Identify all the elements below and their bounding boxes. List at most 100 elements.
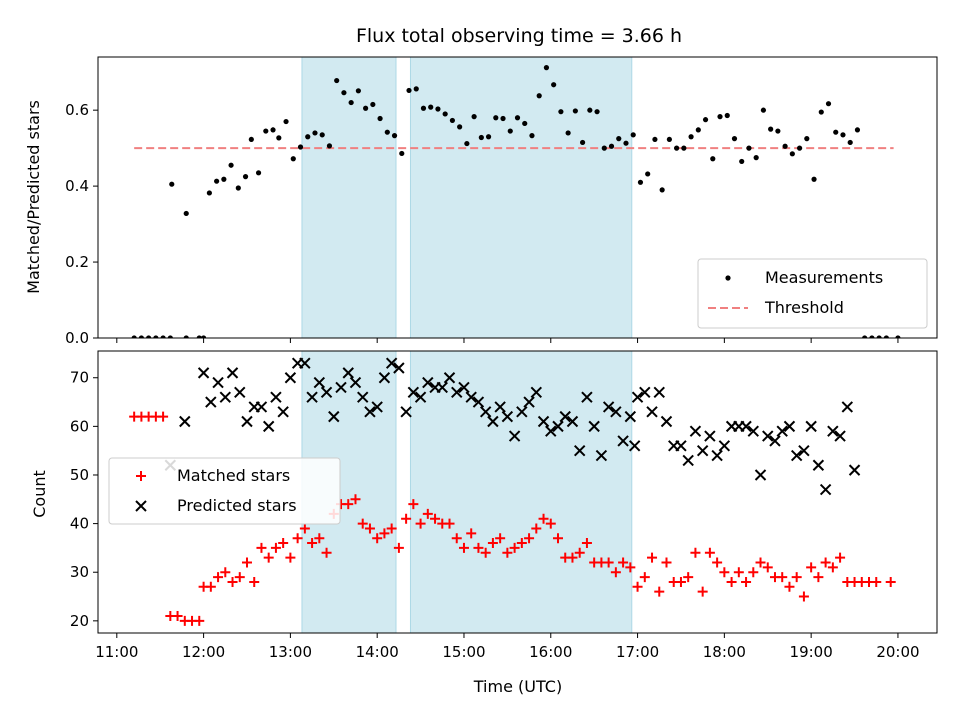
bottom-series-1-point-58 [602,401,615,413]
top-series-0-point-82 [717,114,723,120]
bottom-series-0-point-42 [430,513,441,524]
x-tick-label-6: 17:00 [616,643,659,661]
bottom-series-0-point-50 [487,538,498,549]
bottom-series-0-point-36 [386,523,397,534]
top-series-0-point-58 [543,65,550,71]
top-series-0-point-55 [522,120,528,127]
bottom-series-1-point-72 [696,444,709,457]
top-series-0-point-101 [854,127,861,133]
top-series-0-point-70 [630,132,636,138]
legend-threshold-label: Threshold [764,298,844,317]
top-series-0-point-73 [652,136,658,143]
bottom-series-0-point-93 [798,591,809,602]
top-series-0-point-29 [334,77,340,84]
top-series-0-point-84 [731,136,738,142]
top-y-tick-label-1: 0.2 [65,253,89,271]
top-series-0-point-79 [695,127,701,133]
bottom-series-1-point-23 [349,376,362,389]
top-series-0-point-14 [228,162,234,168]
top-series-0-point-40 [413,86,419,92]
top-series-0-point-21 [276,135,282,141]
bottom-series-1-point-59 [610,406,622,418]
top-series-0-point-64 [587,107,593,113]
top-series-0-point-10 [200,335,207,338]
top-series-0-point-100 [847,139,853,146]
bottom-series-0-point-44 [444,518,455,529]
bottom-series-0-point-52 [502,547,513,558]
top-series-0-point-92 [789,151,795,157]
bottom-series-0-point-15 [234,572,245,583]
bottom-series-0-point-91 [784,581,795,592]
bottom-series-0-point-25 [307,538,318,549]
top-series-0-point-5 [167,335,173,338]
bottom-series-0-point-76 [675,576,686,587]
bottom-series-0-point-31 [350,494,361,505]
bottom-series-0-point-95 [813,572,824,583]
top-series-0-point-15 [235,185,241,191]
bottom-series-1-point-42 [487,415,499,428]
top-series-0-point-67 [608,143,615,149]
bottom-series-1-point-69 [675,440,687,452]
bottom-series-1-point-85 [790,449,803,462]
bottom-series-0-point-49 [480,547,491,558]
bottom-series-0-point-6 [172,610,183,621]
bottom-series-1-point-92 [841,401,854,413]
top-series-0-point-76 [674,145,680,151]
bottom-series-1-point-46 [516,406,528,418]
top-series-0-point-23 [290,156,296,162]
bottom-series-0-point-81 [712,557,723,568]
top-series-0-point-24 [297,144,304,150]
top-series-0-point-49 [478,134,484,141]
top-series-0-point-86 [746,145,752,151]
bottom-series-0-point-67 [610,567,621,578]
top-series-0-point-59 [551,82,557,88]
top-series-0-point-50 [485,134,492,140]
top-panel: 0.0 0.2 0.4 0.6 Measurements Threshold [65,56,938,347]
bottom-series-1-point-80 [754,469,767,481]
top-series-0-point-54 [514,115,521,121]
top-series-0-point-83 [724,112,730,119]
bottom-series-1-point-81 [762,430,774,442]
legend-measurements-marker [725,275,731,281]
bottom-series-0-point-4 [158,411,169,422]
top-series-0-point-22 [283,118,289,125]
bottom-series-0-point-40 [415,518,426,529]
bottom-series-0-point-74 [661,557,672,568]
top-series-0-point-103 [869,335,875,338]
bottom-shaded-interval-1 [409,351,633,633]
bottom-series-0-point-23 [292,533,303,544]
bottom-series-1-point-67 [660,415,673,428]
bottom-series-1-point-56 [588,420,600,433]
legend-predicted-marker [135,500,147,512]
top-series-0-point-56 [529,133,535,139]
bottom-series-1-point-24 [357,391,369,403]
top-series-0-point-106 [895,335,901,338]
top-y-tick-label-3: 0.6 [65,101,89,119]
bottom-series-1-point-44 [501,410,514,423]
top-series-0-point-30 [341,90,347,96]
top-series-0-point-61 [565,130,571,136]
bottom-series-0-point-90 [777,572,788,583]
bottom-series-1-point-28 [385,357,398,369]
top-series-0-point-60 [558,109,564,115]
top-y-tick-label-0: 0.0 [65,329,89,347]
bottom-series-0-point-96 [820,557,831,568]
top-series-0-point-89 [768,126,774,132]
bottom-series-1-point-1 [179,415,191,428]
top-series-0-point-71 [637,179,644,185]
top-shaded-interval-1 [409,57,633,338]
bottom-series-0-point-62 [574,547,585,558]
top-series-0-point-38 [399,150,405,157]
bottom-legend: Matched stars Predicted stars [108,457,341,525]
bottom-series-0-point-78 [690,547,701,558]
bottom-series-0-point-79 [697,586,708,597]
bottom-series-1-point-48 [530,386,543,399]
top-series-0-point-75 [666,136,672,143]
top-y-axis-label: Matched/Predicted stars [24,100,43,294]
top-series-0-point-31 [348,99,354,106]
bottom-series-0-point-87 [755,557,766,568]
bottom-series-0-point-26 [314,533,325,544]
x-tick-label-7: 18:00 [703,643,746,661]
top-series-0-point-51 [493,115,499,121]
top-series-0-point-52 [500,115,506,122]
